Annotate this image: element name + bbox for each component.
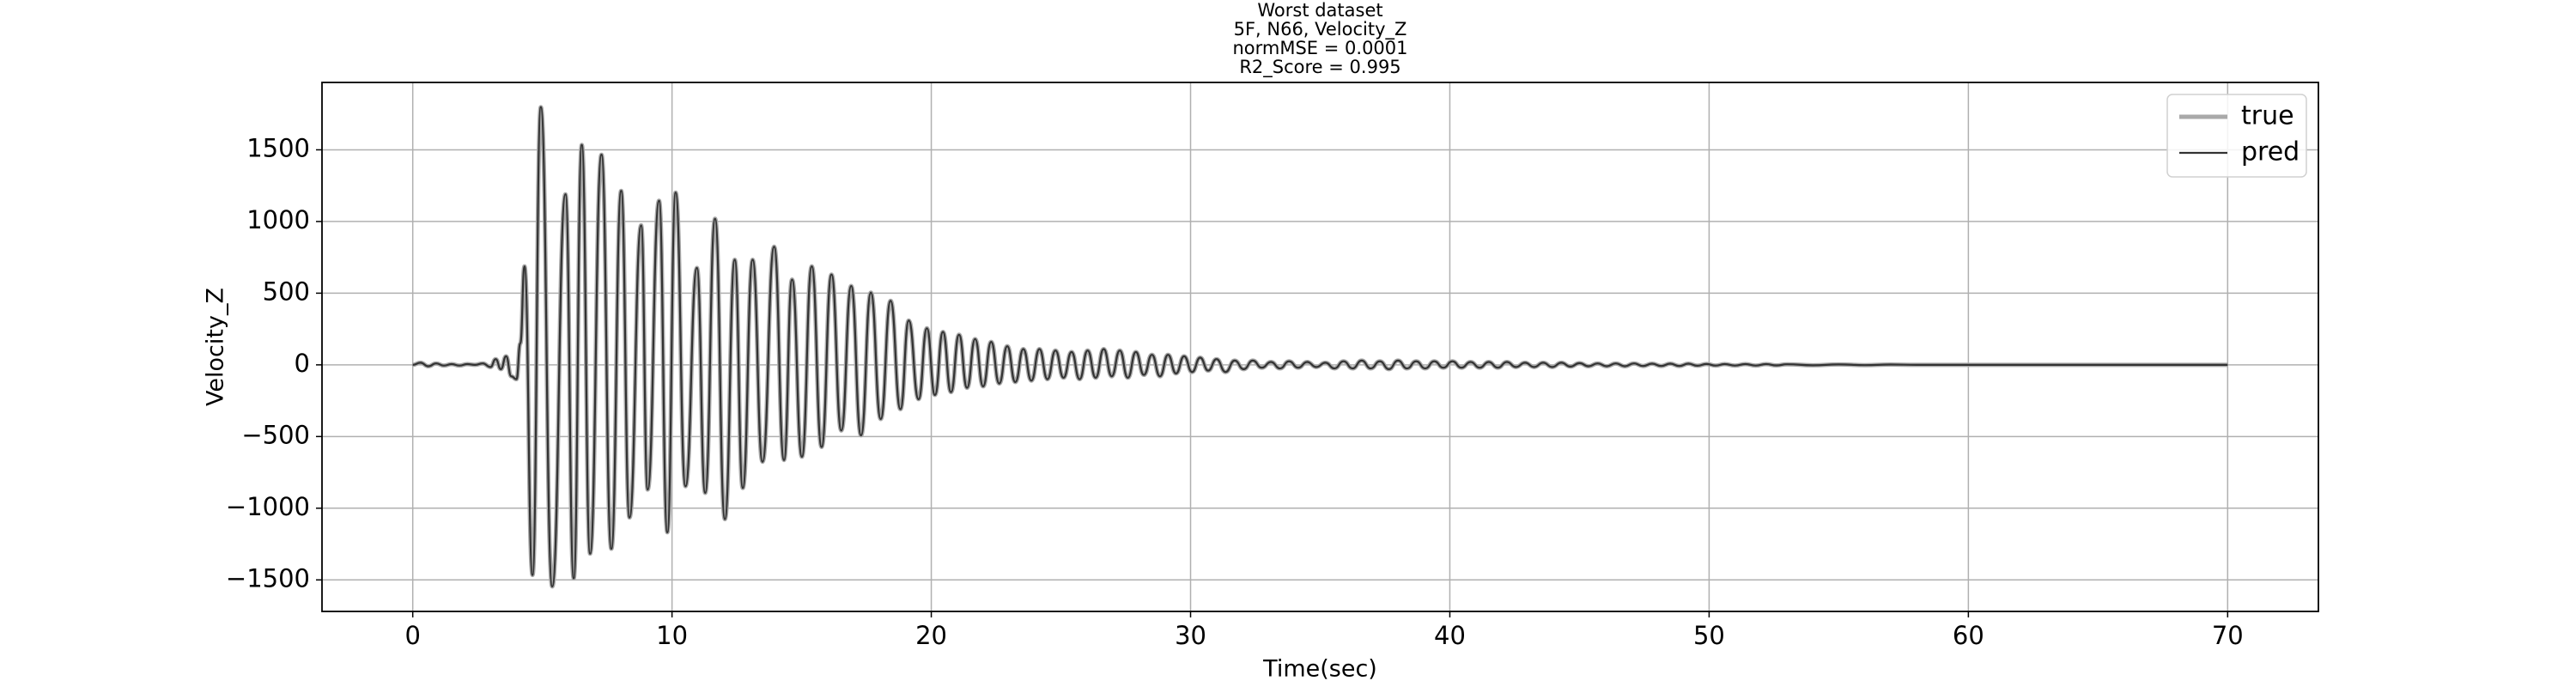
plot-frame xyxy=(321,82,2319,612)
chart-title: Worst dataset xyxy=(1257,0,1382,21)
legend-label: pred xyxy=(2241,137,2300,167)
y-tick-label: 0 xyxy=(295,349,310,378)
chart-title: R2_Score = 0.995 xyxy=(1239,57,1400,78)
x-tick-label: 50 xyxy=(1693,621,1725,650)
chart-title: normMSE = 0.0001 xyxy=(1232,38,1407,58)
y-tick-label: 1500 xyxy=(246,133,310,162)
x-tick-label: 30 xyxy=(1175,621,1206,650)
x-tick-label: 0 xyxy=(404,621,420,650)
series-line xyxy=(412,106,2228,588)
x-tick-label: 10 xyxy=(656,621,688,650)
y-tick-label: −500 xyxy=(241,420,310,449)
y-tick-label: 500 xyxy=(263,277,310,306)
y-tick-label: 1000 xyxy=(246,205,310,234)
y-tick-label: −1500 xyxy=(226,563,310,593)
y-axis-label: Velocity_Z xyxy=(203,288,229,406)
x-axis-label: Time(sec) xyxy=(1262,656,1377,683)
chart-title: 5F, N66, Velocity_Z xyxy=(1234,19,1407,40)
y-tick-label: −1000 xyxy=(226,492,310,521)
x-tick-label: 20 xyxy=(915,621,947,650)
x-tick-label: 60 xyxy=(1953,621,1984,650)
x-tick-label: 70 xyxy=(2212,621,2244,650)
x-tick-label: 40 xyxy=(1434,621,1466,650)
legend-label: true xyxy=(2241,101,2294,131)
series-line xyxy=(412,105,2228,589)
